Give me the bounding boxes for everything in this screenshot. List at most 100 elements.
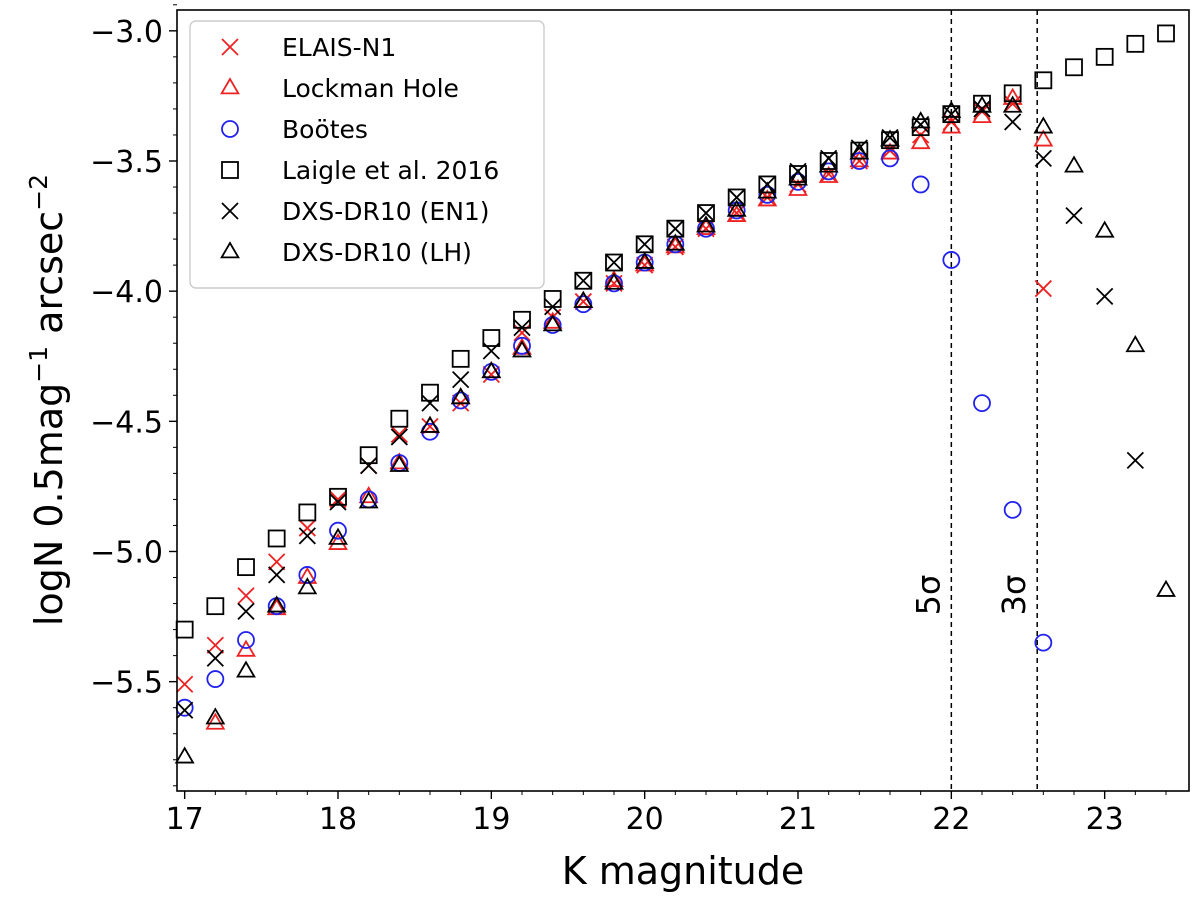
data-point [789,165,807,183]
data-point [1003,500,1022,519]
data-point [206,649,224,667]
data-point [298,519,316,537]
data-point [236,660,256,678]
legend: ELAIS-N1 Lockman Hole Boötes Laigle et al. … [189,20,545,289]
data-point [358,486,379,504]
data-point [1157,24,1175,43]
data-point [421,383,439,402]
data-point [1034,633,1053,652]
data-point [728,204,746,222]
legend-label: Boötes [282,115,368,144]
data-point [604,269,624,288]
data-point [236,639,256,657]
data-point [175,620,194,639]
data-point [543,290,562,308]
legend-label: ELAIS-N1 [282,33,396,62]
legend-item-dxs-dr10-lh: DXS-DR10 (LH) [220,238,472,267]
data-point [1156,579,1176,597]
data-point [389,452,410,470]
data-point [329,487,347,506]
data-point [636,235,654,253]
data-point [297,577,318,595]
data-point [972,105,992,124]
data-point [788,168,808,186]
data-point [1064,155,1084,173]
data-point [1126,34,1145,53]
data-point [175,698,194,717]
data-point [267,529,286,548]
data-point [542,311,563,329]
x-tick-label: 17 [166,802,204,837]
data-point [605,253,623,272]
data-point [941,116,962,134]
data-point [850,152,869,170]
data-point [1003,84,1022,103]
data-point [1096,287,1114,306]
y-tick-label: −5.5 [90,666,163,701]
data-point [237,558,255,577]
data-point [420,415,440,433]
data-point [758,185,777,204]
data-point [574,272,592,290]
data-point [450,387,471,405]
data-point [1034,149,1052,168]
y-tick-label: −3.0 [90,15,163,50]
data-point [206,670,225,688]
y-axis-label: logN 0.5mag−1 arcsec−2 [24,174,71,626]
data-point [266,595,287,613]
data-point [174,746,195,764]
data-point [482,342,500,360]
data-point [1002,87,1023,105]
series-dxs-dr10-en1 [176,100,1144,719]
data-point [942,251,961,269]
data-point [481,361,502,379]
data-point [757,181,778,199]
data-point [604,272,624,290]
legend-marker [221,161,239,179]
data-point [665,233,686,251]
data-point [268,566,286,584]
data-point [574,295,593,314]
data-point [237,602,255,621]
legend-label: DXS-DR10 (LH) [282,238,472,267]
data-point [1065,58,1083,77]
data-point [1004,113,1022,131]
data-point [973,100,991,118]
data-point [513,310,531,329]
y-tick-label: −5.0 [90,535,163,570]
data-point [910,111,931,129]
data-point [542,314,563,332]
data-point [758,175,777,194]
data-point [666,220,684,238]
legend-item-bo-tes: Boötes [221,115,368,144]
data-point [176,675,194,693]
data-point [818,155,839,173]
legend-marker [221,120,239,138]
data-point [912,115,930,134]
legend-item-laigle-et-al-2016: Laigle et al. 2016 [221,156,499,185]
data-point [329,521,347,540]
data-point [268,553,286,571]
data-point [329,493,347,511]
x-tick-label: 19 [472,802,510,837]
legend-entries: ELAIS-N1 Lockman Hole Boötes Laigle et al. … [220,33,499,267]
data-point [881,149,899,168]
legend-marker [221,202,239,220]
data-point [849,142,870,160]
series-dxs-dr10-lh [174,95,1176,764]
data-point [359,446,378,465]
y-axis-label-main: logN 0.5mag [27,383,71,626]
data-point [1002,95,1023,113]
data-point [726,204,747,222]
data-point [880,129,900,147]
data-marks [174,24,1176,764]
data-point [697,204,715,222]
x-tick-label: 22 [932,802,970,837]
vline-label-0: 5σ [909,575,947,616]
data-point [298,503,317,522]
data-point [482,365,500,384]
data-point [360,456,378,475]
legend-marker [220,241,240,259]
data-point [1034,279,1052,298]
data-point [881,128,899,147]
